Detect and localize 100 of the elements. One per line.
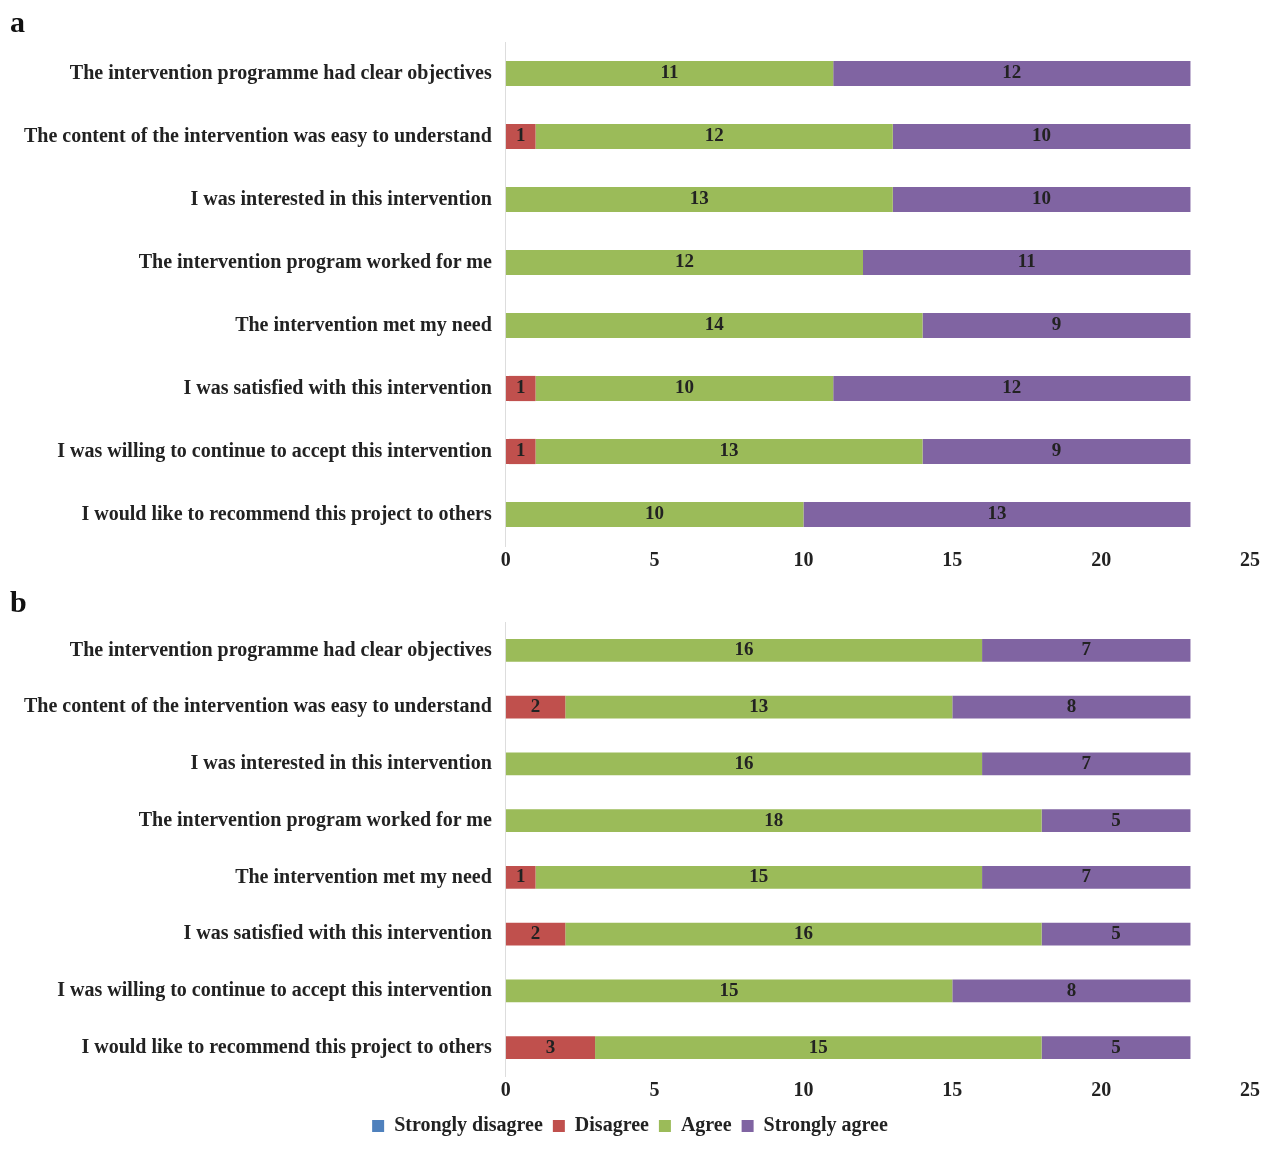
data-label: 11 <box>660 61 679 83</box>
data-label: 9 <box>1051 439 1062 461</box>
bar <box>1041 922 1191 946</box>
bar <box>565 695 953 719</box>
bar <box>952 979 1191 1003</box>
bar <box>505 695 566 719</box>
bar <box>535 438 923 465</box>
data-label: 9 <box>1051 313 1062 335</box>
data-label: 10 <box>674 376 694 398</box>
y-tick-label: The intervention met my need <box>235 312 492 336</box>
data-label: 12 <box>1002 376 1022 398</box>
text: a <box>10 4 25 38</box>
data-label: 1 <box>515 124 526 146</box>
x-tick-label: 15 <box>942 548 963 571</box>
bar <box>505 639 983 662</box>
data-label: 13 <box>689 187 709 209</box>
bar <box>505 1036 596 1059</box>
x-tick-label: 15 <box>942 1078 963 1101</box>
data-label: 13 <box>987 502 1007 524</box>
data-label: 12 <box>1002 61 1022 83</box>
y-tick-label: The intervention program worked for me <box>138 807 492 831</box>
data-label: 8 <box>1066 978 1077 1000</box>
y-tick-label: I was satisfied with this intervention <box>183 375 492 398</box>
bar <box>505 809 1042 832</box>
bar <box>565 922 1042 946</box>
bar <box>505 922 566 946</box>
y-tick-label: I would like to recommend this project to others <box>81 1034 492 1058</box>
data-label: 16 <box>793 922 813 944</box>
y-tick-label: I was interested in this intervention <box>190 186 492 209</box>
x-tick-label: 20 <box>1091 1078 1112 1101</box>
data-label: 5 <box>1111 922 1121 944</box>
bar <box>982 866 1191 889</box>
data-label: 18 <box>764 808 784 830</box>
bar <box>505 123 536 150</box>
data-label: 15 <box>719 978 739 1000</box>
x-tick-label: 5 <box>649 1078 660 1101</box>
data-label: 15 <box>749 865 769 887</box>
bar <box>535 866 983 889</box>
legend-label: Agree <box>680 1113 732 1137</box>
data-label: 13 <box>749 695 769 717</box>
bar <box>505 501 804 528</box>
y-tick-label: The intervention programme had clear objectives <box>69 637 492 661</box>
bar <box>505 979 953 1003</box>
data-label: 14 <box>704 313 725 335</box>
bar <box>982 752 1191 776</box>
data-label: 15 <box>808 1035 828 1057</box>
data-label: 10 <box>645 502 665 524</box>
y-tick-label: The content of the intervention was easy to understand <box>23 694 492 718</box>
x-tick-label: 5 <box>649 548 660 571</box>
x-tick-label: 0 <box>500 1078 511 1101</box>
legend-label: Strongly disagree <box>394 1113 543 1137</box>
y-tick-label: I was interested in this intervention <box>190 751 492 774</box>
data-label: 8 <box>1066 695 1077 717</box>
x-tick-label: 20 <box>1091 548 1112 571</box>
data-label: 3 <box>545 1035 556 1057</box>
data-label: 16 <box>734 638 754 660</box>
bar <box>952 695 1191 719</box>
x-tick-label: 25 <box>1240 1078 1260 1101</box>
bar <box>833 375 1191 402</box>
bar <box>1041 809 1191 832</box>
y-tick-label: The intervention met my need <box>235 864 492 888</box>
text: b <box>10 584 27 618</box>
bar <box>982 639 1191 662</box>
bar <box>803 501 1191 528</box>
data-label: 2 <box>530 922 541 944</box>
data-label: 1 <box>515 439 526 461</box>
bar <box>505 312 923 339</box>
bar <box>505 438 536 465</box>
y-tick-label: I was satisfied with this intervention <box>183 921 492 944</box>
data-label: 16 <box>734 751 754 773</box>
data-label: 7 <box>1081 751 1092 773</box>
data-label: 2 <box>530 695 541 717</box>
data-label: 5 <box>1111 1035 1121 1057</box>
y-tick-label: I would like to recommend this project to others <box>81 501 492 525</box>
bar <box>922 438 1191 465</box>
data-label: 1 <box>515 376 526 398</box>
data-label: 7 <box>1081 865 1092 887</box>
legend-label: Strongly agree <box>763 1113 888 1137</box>
data-label: 12 <box>674 250 694 272</box>
x-tick-label: 10 <box>793 548 814 571</box>
data-label: 11 <box>1017 250 1036 272</box>
bar <box>505 186 893 213</box>
data-label: 13 <box>719 439 739 461</box>
bar <box>535 375 834 402</box>
bar <box>892 186 1191 213</box>
data-label: 12 <box>704 124 724 146</box>
y-tick-label: I was willing to continue to accept this intervention <box>57 438 492 462</box>
x-tick-label: 0 <box>500 548 511 571</box>
y-tick-label: I was willing to continue to accept this intervention <box>57 978 492 1002</box>
legend-label: Disagree <box>574 1113 650 1137</box>
bar <box>595 1036 1042 1059</box>
bar <box>505 375 536 402</box>
bar <box>535 123 893 150</box>
bar <box>505 249 863 276</box>
bar <box>833 60 1191 87</box>
data-label: 5 <box>1111 808 1121 830</box>
y-tick-label: The content of the intervention was easy to understand <box>23 123 492 147</box>
bar <box>505 752 983 776</box>
bar <box>863 249 1191 276</box>
bar <box>922 312 1191 339</box>
